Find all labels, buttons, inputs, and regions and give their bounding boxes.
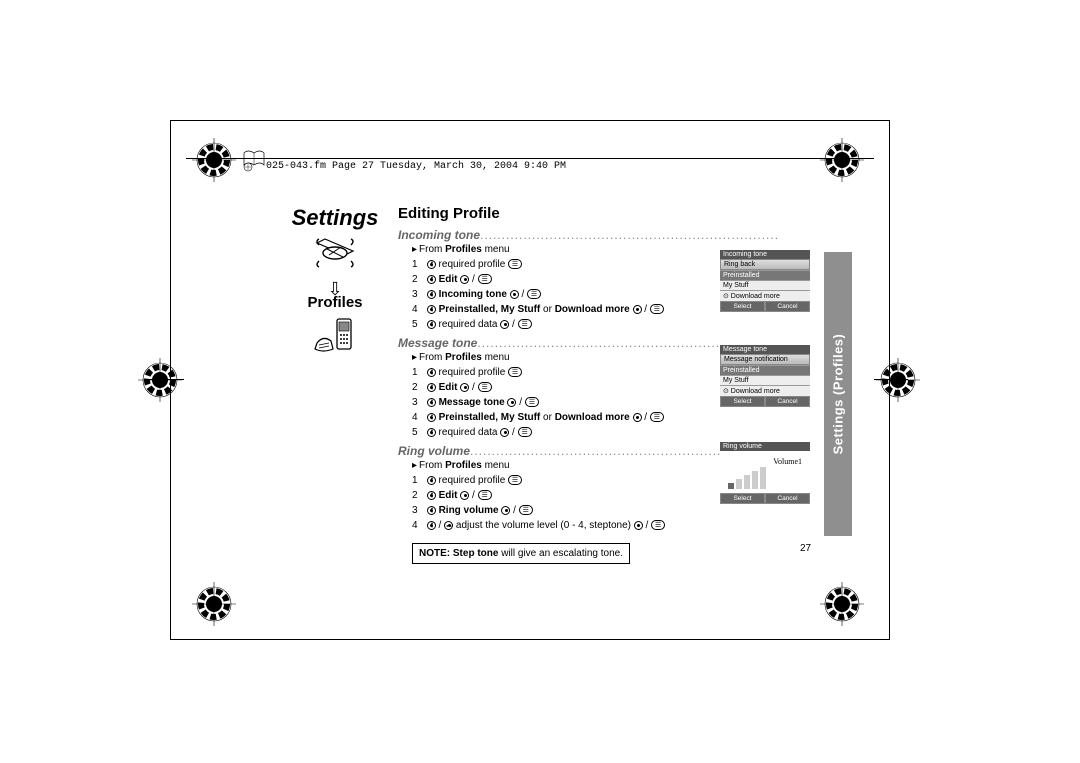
step: 4 Preinstalled, My Stuff or Download mor…: [412, 410, 778, 425]
note-box: NOTE: Step tone will give an escalating …: [412, 543, 630, 564]
note-bold: NOTE: Step tone: [419, 548, 498, 559]
header-text: 025-043.fm Page 27 Tuesday, March 30, 20…: [266, 161, 566, 172]
step: 3 Ring volume / ☰: [412, 503, 778, 518]
screenshot-ring-volume: Ring volume Volume1 SelectCancel: [720, 442, 810, 504]
crop-line: [874, 379, 908, 380]
crop-line: [150, 379, 184, 380]
header-rule: [186, 158, 874, 159]
step: 4 / adjust the volume level (0 - 4, step…: [412, 518, 778, 533]
book-icon: [240, 145, 268, 173]
profiles-icon: [311, 315, 359, 355]
profiles-heading: Profiles: [280, 294, 390, 311]
registration-mark: [876, 358, 920, 402]
screenshot-incoming-tone: Incoming tone Ring back Preinstalled My …: [720, 250, 810, 312]
screenshot-message-tone: Message tone Message notification Preins…: [720, 345, 810, 407]
left-column: Settings ⇩ Profiles: [280, 205, 390, 364]
editing-profile-heading: Editing Profile: [398, 205, 778, 222]
settings-icon: [309, 235, 361, 275]
settings-heading: Settings: [280, 205, 390, 231]
step: 5 required data / ☰: [412, 425, 778, 440]
registration-mark: [820, 582, 864, 626]
volume-bars-icon: [728, 467, 766, 489]
side-tab: Settings (Profiles): [824, 252, 852, 536]
side-tab-label: Settings (Profiles): [831, 334, 846, 455]
page-number: 27: [800, 543, 811, 554]
note-text: will give an escalating tone.: [498, 548, 623, 559]
step: 5 required data / ☰: [412, 317, 778, 332]
registration-mark: [820, 138, 864, 182]
registration-mark: [138, 358, 182, 402]
registration-mark: [192, 582, 236, 626]
subheading: Incoming tone: [398, 228, 778, 242]
registration-mark: [192, 138, 236, 182]
